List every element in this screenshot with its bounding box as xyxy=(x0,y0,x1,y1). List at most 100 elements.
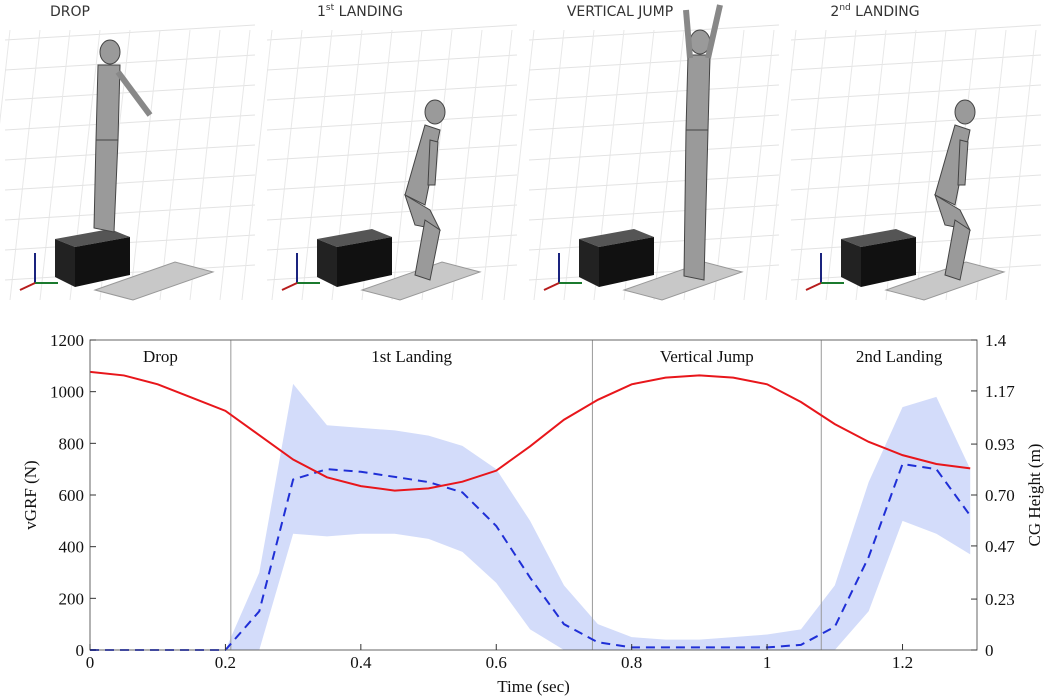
floor-grid xyxy=(743,29,775,301)
title-sup: nd xyxy=(839,3,850,13)
y2-axis-label: CG Height (m) xyxy=(1025,444,1044,547)
box-front xyxy=(579,239,599,287)
floor-grid xyxy=(266,144,518,161)
floor-grid xyxy=(266,84,518,101)
human-model xyxy=(934,99,976,281)
floor-grid xyxy=(39,29,71,301)
head xyxy=(424,99,446,125)
floor-grid xyxy=(528,84,780,101)
legs xyxy=(93,139,119,233)
box-top xyxy=(841,229,916,247)
scene: VERTICAL JUMP xyxy=(503,4,780,301)
panel-title: 1st LANDING xyxy=(317,3,403,20)
y-tick-label: 1200 xyxy=(50,331,84,350)
floor-grid xyxy=(481,29,513,301)
scene: 2nd LANDING xyxy=(765,3,1042,301)
floor-grid xyxy=(4,54,256,71)
y2-tick-label: 0.47 xyxy=(985,537,1015,556)
floor-grid xyxy=(528,54,780,71)
arm xyxy=(115,70,153,117)
floor-grid xyxy=(790,144,1042,161)
y-tick-label: 600 xyxy=(59,486,85,505)
x-tick-label: 0.2 xyxy=(215,653,236,672)
floor-grid xyxy=(271,29,303,301)
floor-grid xyxy=(790,84,1042,101)
floor-grid xyxy=(4,114,256,131)
arm xyxy=(957,139,969,186)
box-side xyxy=(599,237,654,287)
head xyxy=(99,39,121,65)
x-tick-label: 0.8 xyxy=(621,653,642,672)
human-model xyxy=(404,99,446,281)
force-plate xyxy=(884,261,1006,301)
y2-tick-label: 0.23 xyxy=(985,590,1015,609)
scene: DROP xyxy=(0,4,256,301)
floor-grid xyxy=(266,204,518,221)
human-model xyxy=(683,4,723,281)
y-tick-label: 200 xyxy=(59,589,85,608)
chart: Drop 1st Landing Vertical Jump 2nd Landing 0… xyxy=(21,331,1044,696)
box-side xyxy=(75,237,130,287)
box-top xyxy=(317,229,392,247)
floor-grid xyxy=(4,174,256,191)
floor-grid xyxy=(653,29,685,301)
cg-height-line xyxy=(89,370,971,492)
floor-grid xyxy=(915,29,947,301)
arm xyxy=(427,139,439,186)
floor-grid xyxy=(4,204,256,221)
floor-grid xyxy=(528,114,780,131)
scene: 1st LANDING xyxy=(241,3,518,301)
floor-grid xyxy=(451,29,483,301)
scene-panels: DROP 1st LANDING VERTICAL JUMP 2nd LANDING xyxy=(0,3,1042,301)
y-tick-label: 400 xyxy=(59,538,85,557)
floor-grid xyxy=(528,144,780,161)
floor-grid xyxy=(266,114,518,131)
title-text: 1 xyxy=(317,4,326,20)
floor-grid xyxy=(266,174,518,191)
force-plate xyxy=(93,261,215,301)
floor-grid xyxy=(266,54,518,71)
vgrf-mean-line xyxy=(90,462,972,651)
floor-grid xyxy=(503,29,535,301)
panel-title: 2nd LANDING xyxy=(830,3,919,20)
box-top xyxy=(579,229,654,247)
floor-grid xyxy=(4,144,256,161)
torso xyxy=(685,54,711,131)
y2-tick-label: 1.4 xyxy=(985,331,1007,350)
shin xyxy=(944,219,971,281)
x-tick-label: 0 xyxy=(86,653,95,672)
y2-tick-label: 0 xyxy=(985,641,994,660)
phase-label: 1st Landing xyxy=(371,347,452,366)
force-plate xyxy=(622,261,744,301)
floor-grid xyxy=(795,29,827,301)
floor-grid xyxy=(790,114,1042,131)
panel-title: DROP xyxy=(50,4,90,20)
y-tick-label: 0 xyxy=(76,641,85,660)
floor-grid xyxy=(189,29,221,301)
floor-grid xyxy=(825,29,857,301)
title-text: LANDING xyxy=(334,4,403,20)
y2-tick-label: 0.70 xyxy=(985,486,1015,505)
std-band xyxy=(90,383,971,650)
floor-grid xyxy=(713,29,745,301)
floor-grid xyxy=(159,29,191,301)
y2-tick-label: 0.93 xyxy=(985,435,1015,454)
floor-grid xyxy=(975,29,1007,301)
axis-x xyxy=(19,282,36,291)
floor-grid xyxy=(129,29,161,301)
floor-grid xyxy=(790,54,1042,71)
box-front xyxy=(317,239,337,287)
head xyxy=(954,99,976,125)
phase-label: 2nd Landing xyxy=(856,347,943,366)
title-text: LANDING xyxy=(851,4,920,20)
box-side xyxy=(337,237,392,287)
floor-grid xyxy=(765,29,797,301)
box-front xyxy=(55,239,75,287)
title-sup: st xyxy=(326,3,335,13)
phase-label: Vertical Jump xyxy=(660,347,754,366)
torso xyxy=(95,64,121,141)
panel-title: VERTICAL JUMP xyxy=(567,4,673,20)
floor-grid xyxy=(528,174,780,191)
x-axis-label: Time (sec) xyxy=(497,677,570,696)
